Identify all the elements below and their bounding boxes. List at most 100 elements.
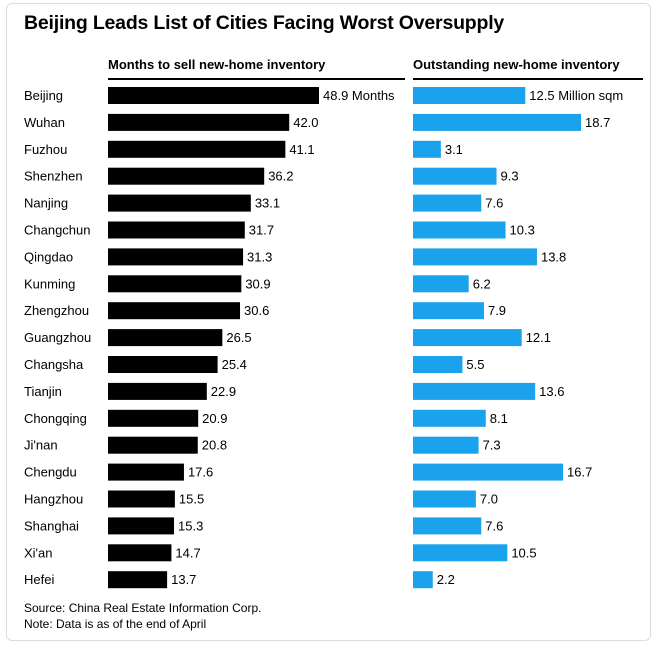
inventory-value-nanjing: 7.6 [485, 196, 503, 211]
city-label-hefei: Hefei [24, 572, 54, 587]
inventory-value-kunming: 6.2 [473, 276, 491, 291]
months-value-fuzhou: 41.1 [289, 142, 314, 157]
city-label-changchun: Changchun [24, 223, 91, 238]
city-label-changsha: Changsha [24, 357, 84, 372]
months-value-kunming: 30.9 [245, 276, 270, 291]
city-label-beijing: Beijing [24, 88, 63, 103]
months-value-jinan: 20.8 [202, 438, 227, 453]
months-bar-shenzhen [108, 167, 265, 185]
inventory-bar-guangzhou [413, 329, 522, 347]
city-label-jinan: Ji'nan [24, 438, 58, 453]
months-value-beijing: 48.9 Months [323, 88, 395, 103]
inventory-header-rule [413, 78, 643, 80]
city-label-zhengzhou: Zhengzhou [24, 303, 89, 318]
months-bar-qingdao [108, 248, 244, 266]
inventory-value-tianjin: 13.6 [539, 384, 564, 399]
inventory-value-hangzhou: 7.0 [480, 492, 498, 507]
city-label-guangzhou: Guangzhou [24, 330, 91, 345]
city-label-tianjin: Tianjin [24, 384, 62, 399]
months-bar-chengdu [108, 463, 184, 481]
inventory-value-xian: 10.5 [511, 545, 536, 560]
city-label-chongqing: Chongqing [24, 411, 87, 426]
inventory-bar-tianjin [413, 382, 536, 400]
months-bar-changchun [108, 221, 245, 239]
inventory-bar-zhengzhou [413, 302, 484, 320]
inventory-value-chongqing: 8.1 [490, 411, 508, 426]
inventory-value-chengdu: 16.7 [567, 465, 592, 480]
data-note: Note: Data is as of the end of April [24, 617, 207, 631]
months-value-tianjin: 22.9 [211, 384, 236, 399]
months-bar-shanghai [108, 517, 175, 535]
months-value-hefei: 13.7 [171, 572, 196, 587]
months-value-zhengzhou: 30.6 [244, 303, 269, 318]
inventory-bar-beijing [413, 87, 526, 104]
city-label-nanjing: Nanjing [24, 196, 68, 211]
months-bar-jinan [108, 436, 198, 454]
months-value-wuhan: 42.0 [293, 115, 318, 130]
months-value-qingdao: 31.3 [247, 249, 272, 264]
months-bar-fuzhou [108, 140, 286, 158]
months-bar-nanjing [108, 194, 251, 212]
inventory-bar-changchun [413, 221, 506, 239]
months-value-changsha: 25.4 [222, 357, 247, 372]
city-label-xian: Xi'an [24, 545, 53, 560]
inventory-value-wuhan: 18.7 [585, 115, 610, 130]
inventory-value-fuzhou: 3.1 [445, 142, 463, 157]
inventory-bar-hefei [413, 571, 433, 589]
inventory-value-shanghai: 7.6 [485, 518, 503, 533]
inventory-bar-shenzhen [413, 167, 497, 185]
months-bar-wuhan [108, 113, 290, 131]
inventory-value-shenzhen: 9.3 [501, 169, 519, 184]
source-note: Source: China Real Estate Information Co… [24, 601, 262, 615]
inventory-value-jinan: 7.3 [483, 438, 501, 453]
months-bar-zhengzhou [108, 302, 241, 320]
inventory-bar-chengdu [413, 463, 564, 481]
inventory-bar-shanghai [413, 517, 482, 535]
months-value-shenzhen: 36.2 [268, 169, 293, 184]
months-bar-kunming [108, 275, 242, 293]
inventory-value-changsha: 5.5 [466, 357, 484, 372]
city-label-fuzhou: Fuzhou [24, 142, 67, 157]
months-value-xian: 14.7 [175, 545, 200, 560]
inventory-value-zhengzhou: 7.9 [488, 303, 506, 318]
city-label-shenzhen: Shenzhen [24, 169, 83, 184]
inventory-bar-kunming [413, 275, 469, 293]
inventory-bar-wuhan [413, 113, 581, 131]
months-bar-changsha [108, 356, 218, 373]
months-header-rule [108, 78, 405, 80]
months-bar-xian [108, 544, 172, 562]
city-label-kunming: Kunming [24, 276, 75, 291]
inventory-value-hefei: 2.2 [437, 572, 455, 587]
inventory-bar-changsha [413, 356, 463, 373]
months-value-guangzhou: 26.5 [226, 330, 251, 345]
months-value-changchun: 31.7 [249, 223, 274, 238]
months-bar-tianjin [108, 382, 207, 400]
months-bar-hefei [108, 571, 168, 589]
inventory-value-guangzhou: 12.1 [526, 330, 551, 345]
city-label-hangzhou: Hangzhou [24, 492, 83, 507]
city-label-shanghai: Shanghai [24, 518, 79, 533]
months-bar-chongqing [108, 409, 199, 427]
months-value-shanghai: 15.3 [178, 518, 203, 533]
months-bar-hangzhou [108, 490, 175, 508]
inventory-bar-hangzhou [413, 490, 476, 508]
chart-frame [6, 3, 651, 641]
inventory-value-changchun: 10.3 [510, 223, 535, 238]
inventory-bar-nanjing [413, 194, 482, 212]
inventory-bar-chongqing [413, 409, 486, 427]
inventory-bar-jinan [413, 436, 479, 454]
inventory-value-qingdao: 13.8 [541, 249, 566, 264]
city-label-wuhan: Wuhan [24, 115, 65, 130]
inventory-value-beijing: 12.5 Million sqm [529, 88, 623, 103]
months-value-nanjing: 33.1 [255, 196, 280, 211]
months-column-header: Months to sell new-home inventory [108, 57, 326, 72]
inventory-bar-xian [413, 544, 508, 562]
months-value-chongqing: 20.9 [202, 411, 227, 426]
months-bar-beijing [108, 87, 319, 104]
months-bar-guangzhou [108, 329, 223, 347]
chart-title: Beijing Leads List of Cities Facing Wors… [24, 12, 505, 34]
inventory-column-header: Outstanding new-home inventory [413, 57, 620, 72]
months-value-chengdu: 17.6 [188, 465, 213, 480]
inventory-bar-fuzhou [413, 140, 441, 158]
